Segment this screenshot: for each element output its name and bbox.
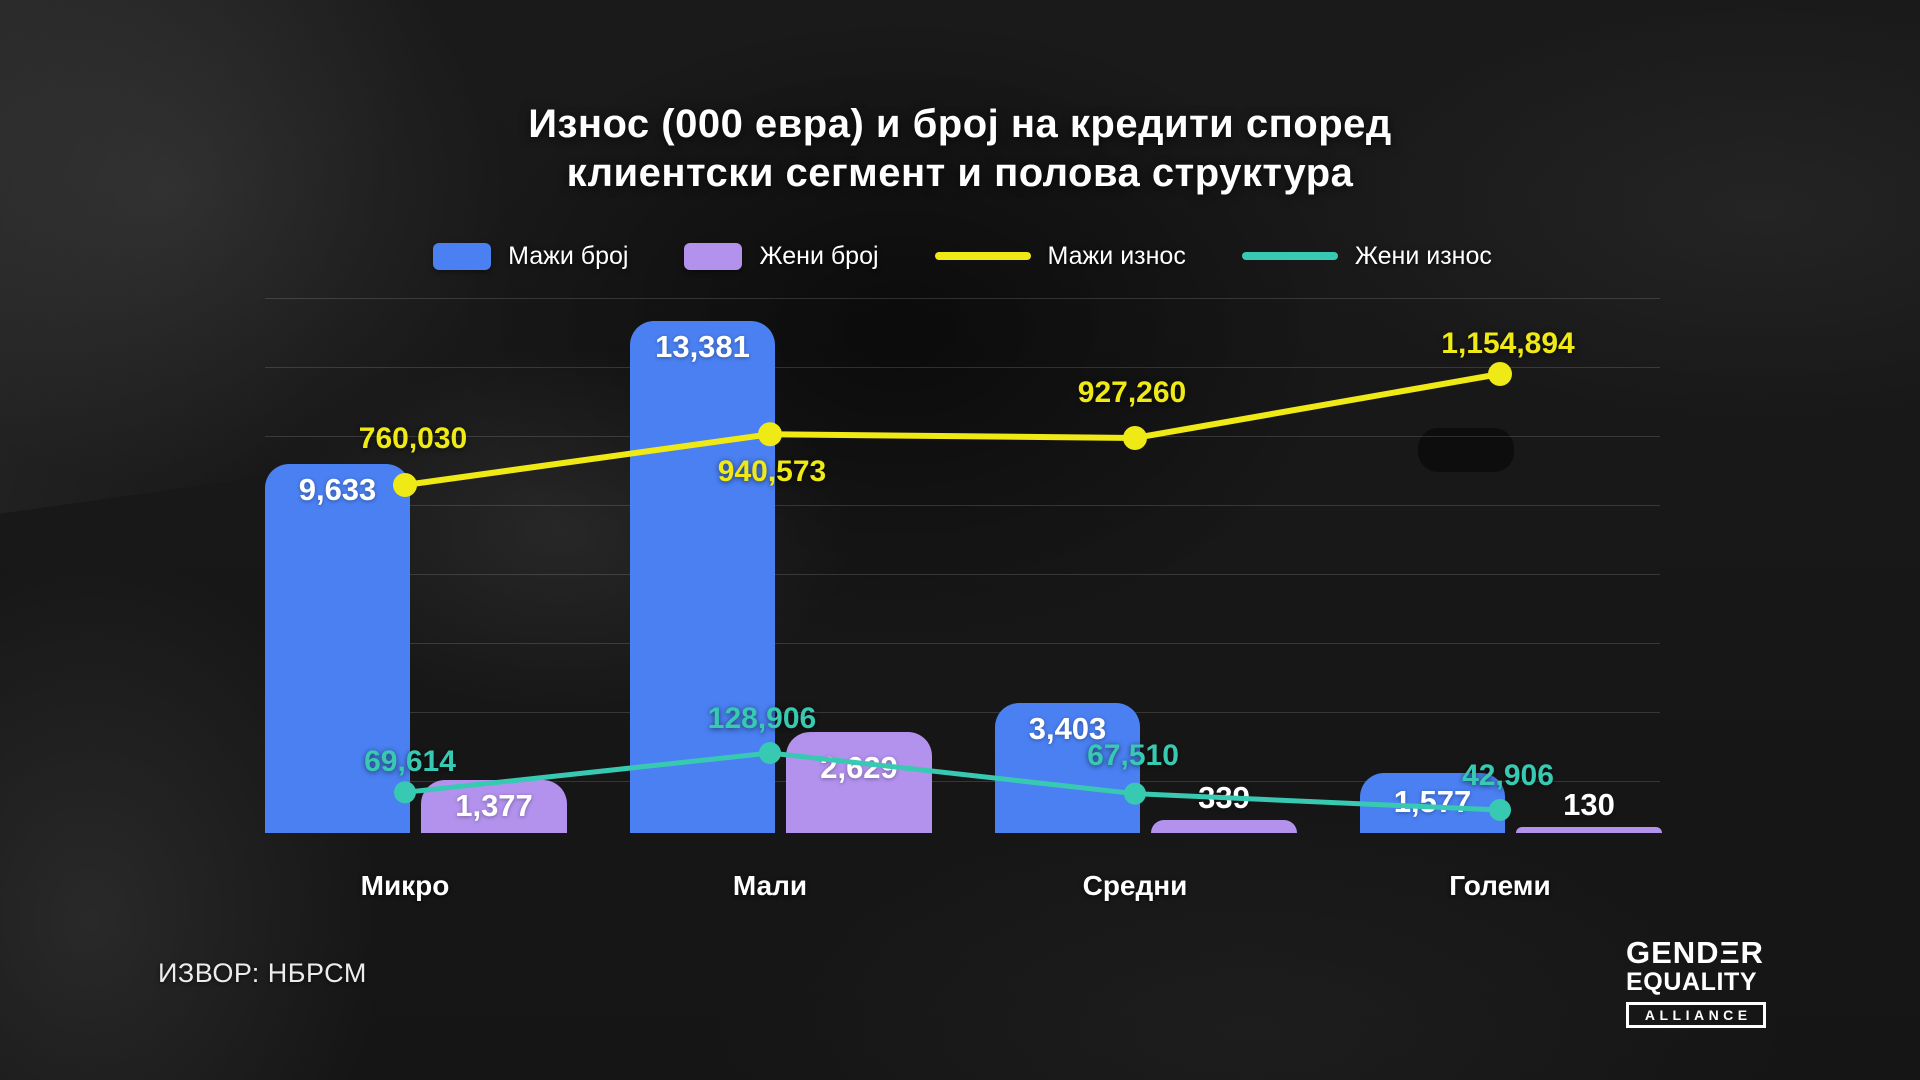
chart-title-line1: Износ (000 евра) и број на кредити споре… xyxy=(528,102,1392,146)
logo-line-alliance: ALLIANCE xyxy=(1626,1002,1766,1028)
line-value-label: 1,154,894 xyxy=(1441,327,1575,360)
bar-maji-broj-Мали xyxy=(630,321,775,833)
line-point xyxy=(758,422,782,447)
bar-value-label: 13,381 xyxy=(655,329,750,365)
bar-value-label: 1,377 xyxy=(455,787,533,823)
gridline xyxy=(265,712,1660,713)
legend-item-maji-iznos: Мажи износ xyxy=(934,241,1186,271)
photo-detail-shape xyxy=(1418,428,1514,472)
legend-item-maji-broj: Мажи број xyxy=(433,242,628,271)
bar-value-label: 1,577 xyxy=(1393,783,1472,819)
line-value-label: 67,510 xyxy=(1087,738,1179,772)
line-value-label: 760,030 xyxy=(358,422,468,455)
legend-label: Жени износ xyxy=(1354,241,1492,270)
chart-title-line2: клиентски сегмент и полова структура xyxy=(566,151,1354,195)
gridline xyxy=(265,643,1660,644)
bar-maji-broj-Средни xyxy=(995,702,1140,833)
gridline xyxy=(265,574,1660,575)
line-point xyxy=(1123,425,1147,450)
legend-label: Мажи број xyxy=(508,241,629,270)
gridline xyxy=(265,298,1660,299)
jeni-iznos-line xyxy=(404,750,1501,813)
x-axis-label-Мали: Мали xyxy=(732,870,808,901)
line-point xyxy=(1488,362,1512,386)
maji-iznos-line xyxy=(404,371,1501,488)
bar-jeni-broj-Мали xyxy=(786,732,932,833)
line-value-label: 927,260 xyxy=(1077,375,1187,409)
legend-label: Мажи износ xyxy=(1047,241,1186,270)
legend-label: Жени број xyxy=(759,241,879,270)
line-point xyxy=(1124,782,1146,805)
legend-swatch-yellow-line xyxy=(934,252,1031,260)
bar-value-label: 9,633 xyxy=(298,472,377,508)
logo-line-gender: GENDΞR xyxy=(1626,935,1764,970)
legend-swatch-teal-line xyxy=(1241,252,1338,260)
legend-swatch-blue-bar xyxy=(433,242,492,270)
gridline xyxy=(265,367,1660,368)
x-axis-label-Микро: Микро xyxy=(360,870,450,901)
bar-jeni-broj-Големи xyxy=(1516,827,1662,833)
legend-item-jeni-iznos: Жени износ xyxy=(1241,241,1492,271)
logo-line-equality: EQUALITY xyxy=(1626,968,1758,996)
line-point xyxy=(393,473,417,497)
line-point xyxy=(1489,799,1511,821)
line-value-label: 940,573 xyxy=(717,455,827,489)
gridline xyxy=(265,781,1660,782)
x-axis-label-Средни: Средни xyxy=(1082,870,1188,901)
bar-jeni-broj-Средни xyxy=(1151,820,1297,833)
x-axis-label-Големи: Големи xyxy=(1449,870,1551,901)
line-value-label: 69,614 xyxy=(364,745,456,779)
gridline xyxy=(265,505,1660,506)
gender-equality-alliance-logo: GENDΞR EQUALITY ALLIANCE xyxy=(1626,936,1766,1028)
bar-value-label: 3,403 xyxy=(1028,710,1107,746)
line-point xyxy=(394,781,416,804)
legend: Мажи број Жени број Мажи износ Жени изно… xyxy=(265,236,1660,276)
bar-value-label: 130 xyxy=(1563,787,1615,822)
chart-title: Износ (000 евра) и број на кредити споре… xyxy=(420,100,1500,198)
source-note: ИЗВОР: НБРСМ xyxy=(158,958,367,988)
legend-swatch-purple-bar xyxy=(684,242,743,270)
bar-maji-broj-Микро xyxy=(265,464,410,833)
line-value-label: 42,906 xyxy=(1462,759,1554,792)
line-point xyxy=(759,742,781,764)
legend-item-jeni-broj: Жени број xyxy=(684,241,879,271)
line-value-label: 128,906 xyxy=(707,702,817,735)
